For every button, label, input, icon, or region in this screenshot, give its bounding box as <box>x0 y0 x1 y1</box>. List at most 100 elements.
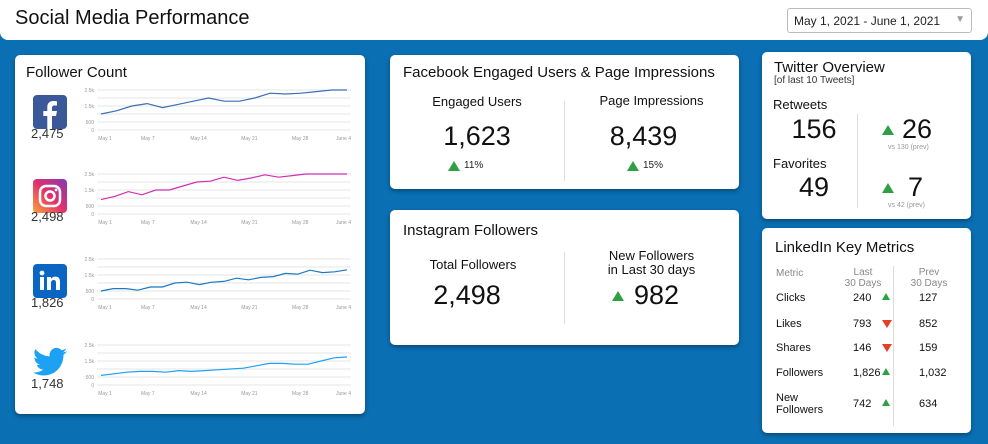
up-arrow-icon <box>448 160 460 171</box>
metric-label-line2: Followers <box>776 404 824 416</box>
instagram-line-chart: 2.5k 1.5k 500 0 May 1 May 7 May 14 May 21 May 28… <box>85 172 352 226</box>
x-tick-label: May 21 <box>241 305 258 311</box>
facebook-series-line <box>100 89 347 115</box>
divider <box>564 252 565 324</box>
top-bar: Social Media Performance May 1, 2021 - J… <box>0 0 988 40</box>
up-arrow-icon <box>612 290 624 301</box>
x-tick-label: May 1 <box>98 305 112 311</box>
metric-label: New Followers <box>776 392 823 416</box>
y-tick-label: 500 <box>86 120 95 126</box>
page-impressions-change: 15% <box>627 160 663 171</box>
instagram-follower-count: 2,498 <box>31 209 64 224</box>
twitter-line-chart: 2.5k 1.5k 500 0 May 1 May 7 May 14 May 21 May 28… <box>85 343 352 397</box>
twitter-series-line <box>100 356 348 376</box>
chevron-down-icon[interactable]: ▼ <box>955 14 965 25</box>
instagram-series-line <box>100 173 347 201</box>
x-tick-label: May 14 <box>190 220 207 226</box>
card-title: Instagram Followers <box>403 222 539 239</box>
favorites-prev: vs 42 (prev) <box>888 202 925 209</box>
card-title: LinkedIn Key Metrics <box>775 239 915 256</box>
metric-label: Shares <box>776 342 811 354</box>
divider <box>857 114 858 208</box>
y-tick-label: 1.5k <box>85 273 95 279</box>
down-arrow-icon <box>882 320 892 328</box>
y-tick-label: 2.5k <box>85 172 95 178</box>
last-30-days-header: Last 30 Days <box>838 267 888 289</box>
y-tick-label: 1.5k <box>85 188 95 194</box>
facebook-icon <box>33 95 67 129</box>
x-tick-label: June 4 <box>336 391 351 397</box>
metric-last-value: 793 <box>853 318 872 330</box>
facebook-engagement-card: Facebook Engaged Users & Page Impression… <box>390 55 739 189</box>
page-impressions-change-value: 15% <box>643 160 664 171</box>
y-tick-label: 0 <box>91 212 94 218</box>
new-followers-label: New Followers in Last 30 days <box>564 249 739 277</box>
x-tick-label: May 14 <box>190 136 207 142</box>
divider <box>564 101 565 181</box>
x-tick-label: May 28 <box>292 391 309 397</box>
prev-30-days-header: Prev 30 Days <box>904 267 954 289</box>
card-title: Twitter Overview <box>774 59 885 76</box>
up-arrow-icon <box>882 399 890 406</box>
y-tick-label: 0 <box>91 297 94 303</box>
x-tick-label: June 4 <box>336 305 351 311</box>
y-tick-label: 2.5k <box>85 257 95 263</box>
card-title: Follower Count <box>26 64 127 81</box>
date-range-value: May 1, 2021 - June 1, 2021 <box>794 14 941 28</box>
metric-last-value: 1,826 <box>853 367 881 379</box>
engaged-users-label: Engaged Users <box>432 94 522 109</box>
page-impressions-label: Page Impressions <box>599 93 704 108</box>
favorites-change-row: 7 <box>882 172 923 203</box>
up-arrow-icon <box>882 124 894 135</box>
instagram-followers-card: Instagram Followers Total Followers 2,49… <box>390 210 739 345</box>
engaged-users-change: 11% <box>448 160 483 171</box>
twitter-icon <box>33 347 67 381</box>
x-tick-label: May 7 <box>141 136 155 142</box>
x-tick-label: May 1 <box>98 391 112 397</box>
x-tick-label: May 7 <box>141 305 155 311</box>
y-tick-label: 1.5k <box>85 359 95 365</box>
y-tick-label: 500 <box>86 289 95 295</box>
prev-header-line1: Prev <box>918 267 940 278</box>
x-tick-label: May 1 <box>98 220 112 226</box>
linkedin-follower-count: 1,826 <box>31 295 64 310</box>
last-header-line1: Last <box>853 267 873 278</box>
divider <box>893 266 894 426</box>
facebook-line-chart: 2.5k 1.5k 500 0 May 1 May 7 May 14 May 21 May 28… <box>85 88 352 142</box>
x-tick-label: May 28 <box>292 305 309 311</box>
metric-label: Followers <box>776 367 824 379</box>
card-title: Facebook Engaged Users & Page Impression… <box>403 64 715 81</box>
new-followers-value: 982 <box>634 280 680 310</box>
x-tick-label: May 14 <box>190 391 207 397</box>
x-tick-label: May 28 <box>292 220 309 226</box>
linkedin-icon <box>33 264 67 298</box>
new-followers-label-line1: New Followers <box>608 248 695 263</box>
engaged-users-value: 1,623 <box>443 121 511 151</box>
metric-header: Metric <box>776 268 804 279</box>
x-tick-label: May 21 <box>241 391 258 397</box>
twitter-follower-count: 1,748 <box>31 376 64 391</box>
metric-last-value: 240 <box>853 292 872 304</box>
x-tick-label: May 14 <box>190 305 207 311</box>
metric-label: Likes <box>776 318 802 330</box>
follower-count-card: Follower Count 2,475 2.5k 1.5k 500 0 May 1 Ma… <box>15 55 365 414</box>
total-followers-value: 2,498 <box>433 280 501 310</box>
twitter-overview-card: Twitter Overview [of last 10 Tweets] Ret… <box>762 52 971 219</box>
instagram-icon <box>33 179 67 213</box>
favorites-label: Favorites <box>773 156 827 171</box>
metric-prev-value: 159 <box>919 342 938 354</box>
up-arrow-icon <box>627 160 639 171</box>
linkedin-line-chart: 2.5k 1.5k 500 0 May 1 May 7 May 14 May 21 May 28… <box>85 257 352 311</box>
x-tick-label: May 7 <box>141 391 155 397</box>
up-arrow-icon <box>882 368 890 375</box>
date-range-select[interactable]: May 1, 2021 - June 1, 2021 ▼ <box>787 8 972 33</box>
down-arrow-icon <box>882 344 892 352</box>
total-followers-label: Total Followers <box>429 257 517 272</box>
up-arrow-icon <box>882 293 890 300</box>
last-header-line2: 30 Days <box>844 278 882 289</box>
y-tick-label: 0 <box>91 383 94 389</box>
x-tick-label: May 7 <box>141 220 155 226</box>
new-followers-label-line2: in Last 30 days <box>607 262 696 277</box>
x-tick-label: June 4 <box>336 220 351 226</box>
facebook-follower-count: 2,475 <box>31 126 64 141</box>
